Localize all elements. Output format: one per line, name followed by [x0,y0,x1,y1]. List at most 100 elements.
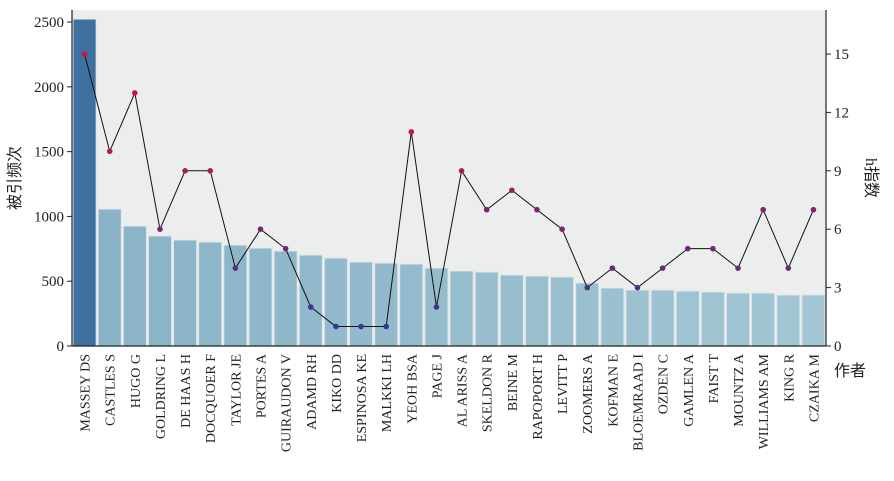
bar [499,274,524,347]
x-tick-label: GOLDRING L [154,354,169,439]
x-tick-label: RAPOPORT H [531,354,546,440]
x-tick-label: DOCQUOER F [204,354,219,443]
bar [625,289,650,347]
x-tick-label: LEVITT P [556,354,571,414]
y-tick-label: 2000 [34,80,64,96]
y-axis-label: 被引频次 [6,146,24,210]
x-tick-label: GAMLEN A [682,353,697,427]
x-tick-label: CASTLES S [104,354,119,426]
bar [725,292,751,347]
x-tick-label: ESPINOSA KE [355,354,370,442]
x-tick-label: FAIST T [707,354,722,404]
y2-tick-label: 6 [834,222,842,238]
h-index-point [458,167,465,174]
h-index-point [584,284,591,291]
y2-axis-label: h指数 [862,158,880,198]
x-tick-label: HUGO G [129,354,144,408]
x-tick-label: KOFMAN E [606,354,621,427]
x-tick-label: MALKKI LH [380,354,395,432]
bar [399,263,424,347]
h-index-point [534,206,540,213]
bar [173,239,198,347]
h-index-line [84,53,814,328]
h-index-point [509,187,515,194]
x-tick-label: ZOOMERS A [581,353,596,434]
h-index-point [81,51,88,57]
h-index-point [106,148,113,155]
h-index-point [634,284,641,291]
x-tick-label: PAGE J [430,353,445,398]
y2-tick-label: 12 [834,105,849,121]
bar [575,282,600,347]
h-index-point [433,304,440,310]
y2-tick-label: 3 [834,281,842,297]
bar [147,235,173,347]
bar [801,294,826,347]
h-index-point [132,90,138,96]
x-tick-label: KING R [782,353,797,401]
x-tick-label: CZAIKA M [807,353,822,422]
y2-tick-label: 15 [834,47,849,63]
h-index-point [157,226,163,232]
y-tick-label: 0 [57,339,65,355]
h-index-point [207,167,214,174]
y-tick-label: 500 [42,274,65,290]
bar [374,262,399,347]
bar [72,18,97,347]
bar [751,292,776,347]
y2-tick-label: 0 [834,339,842,355]
h-index-point [810,206,817,213]
bar [700,291,725,347]
x-tick-label: BEINE M [506,353,521,411]
bar [323,257,348,347]
h-index-point [182,167,188,174]
x-tick-label: PORTES A [255,353,270,418]
h-index-point [559,226,565,232]
h-index-point [383,323,389,330]
bar [223,244,248,347]
x-tick-label: KIKO DD [330,354,345,413]
h-index-point [307,304,314,310]
bar [298,254,323,347]
bar [524,275,550,347]
h-index-point [358,323,364,330]
x-tick-label: OZDEN C [657,354,672,414]
h-index-point [710,245,716,252]
h-index-point [735,265,741,271]
h-index-point [232,265,239,271]
x-tick-label: MOUNTZ A [732,353,747,427]
x-tick-label: GUIRAUDON V [280,354,295,452]
h-index-point [659,265,666,271]
x-axis-label: 作者 [834,362,866,380]
bar [97,208,122,347]
y2-tick-label: 9 [834,164,842,180]
bar [122,225,147,347]
x-tick-label: SKELDON R [481,353,496,432]
bar [348,261,374,347]
plot-background [72,10,826,346]
y-tick-label: 1000 [34,209,64,225]
h-index-point [609,265,616,271]
x-tick-label: DE HAAS H [179,354,194,428]
x-tick-label: WILLIAMS AM [757,353,772,449]
bar [248,247,273,347]
bar [474,271,499,347]
h-index-point [785,265,792,271]
h-index-point [483,206,490,213]
y-tick-label: 2500 [34,15,64,31]
h-index-point [282,245,289,252]
x-tick-label: AL ARISS A [456,353,471,427]
x-tick-label: ADAMD RH [305,354,320,430]
x-tick-label: MASSEY DS [79,354,94,432]
h-index-point [333,323,339,330]
x-tick-label: YEOH BSA [405,353,420,424]
bar [600,287,625,347]
bar [449,270,474,347]
x-tick-label: BLOEMRAAD I [632,354,647,451]
bar [273,250,298,347]
bar [550,276,575,347]
h-index-point [760,206,766,213]
y-tick-label: 1500 [34,145,64,161]
h-index-point [408,129,415,135]
